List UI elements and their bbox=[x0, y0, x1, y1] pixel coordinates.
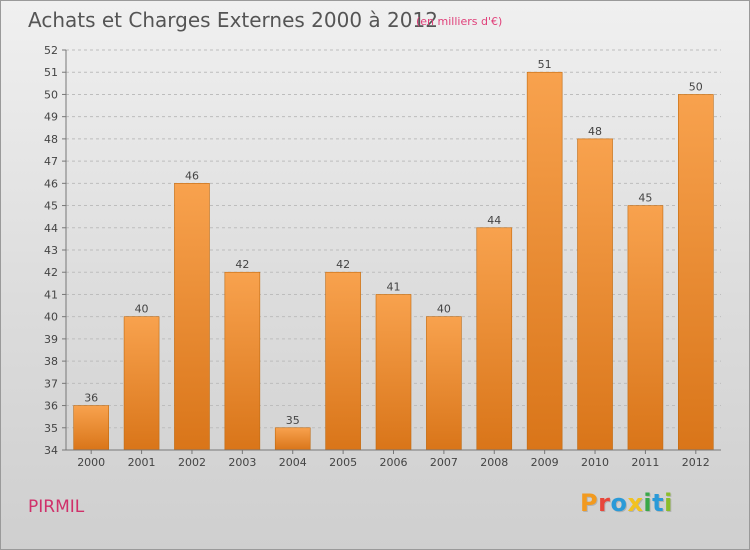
y-tick-label: 49 bbox=[44, 111, 58, 124]
data-label: 42 bbox=[336, 258, 350, 271]
x-tick-label: 2000 bbox=[77, 456, 105, 469]
data-label: 45 bbox=[638, 192, 652, 205]
y-tick-label: 48 bbox=[44, 133, 58, 146]
bar bbox=[476, 227, 513, 451]
data-label: 36 bbox=[84, 392, 98, 405]
bar bbox=[274, 427, 311, 451]
y-tick-label: 35 bbox=[44, 422, 58, 435]
y-tick-label: 40 bbox=[44, 311, 58, 324]
data-label: 35 bbox=[286, 414, 300, 427]
y-tick-label: 47 bbox=[44, 155, 58, 168]
bar bbox=[224, 271, 261, 451]
y-tick-label: 39 bbox=[44, 333, 58, 346]
data-label: 50 bbox=[689, 80, 703, 93]
bar bbox=[375, 294, 412, 451]
bar bbox=[577, 138, 613, 451]
bar bbox=[123, 316, 160, 451]
x-tick-label: 2002 bbox=[178, 456, 206, 469]
data-label: 48 bbox=[588, 125, 602, 138]
logo-letter: o bbox=[610, 489, 628, 517]
y-tick-label: 41 bbox=[44, 288, 58, 301]
data-label: 51 bbox=[538, 58, 552, 71]
x-tick-label: 2008 bbox=[480, 456, 508, 469]
x-axis: 2000 2001 2002 2003 2004 2005 2006 2007 2008 2009… bbox=[66, 449, 721, 469]
y-tick-label: 34 bbox=[44, 444, 58, 457]
bar bbox=[174, 183, 210, 451]
y-axis: 34 35 36 37 38 39 40 41 42 43 44 45 46 47 48 49 50 51 52 bbox=[44, 44, 67, 457]
y-tick-label: 38 bbox=[44, 355, 58, 368]
bar bbox=[325, 271, 361, 451]
x-tick-label: 2012 bbox=[682, 456, 710, 469]
y-tick-label: 52 bbox=[44, 44, 58, 57]
logo-letter: x bbox=[627, 489, 644, 517]
x-tick-label: 2009 bbox=[531, 456, 559, 469]
y-tick-label: 45 bbox=[44, 200, 58, 213]
x-tick-label: 2010 bbox=[581, 456, 609, 469]
y-tick-label: 43 bbox=[44, 244, 58, 257]
commune-name: PIRMIL bbox=[28, 497, 85, 517]
data-label: 44 bbox=[487, 214, 501, 227]
x-tick-label: 2005 bbox=[329, 456, 357, 469]
y-tick-label: 51 bbox=[44, 66, 58, 79]
y-tick-label: 44 bbox=[44, 222, 58, 235]
x-tick-label: 2004 bbox=[279, 456, 307, 469]
logo-letter: r bbox=[598, 489, 611, 517]
data-label: 42 bbox=[235, 258, 249, 271]
logo-letter: i bbox=[664, 489, 673, 517]
bars: 36 40 46 42 35 42 41 40 44 51 48 45 50 bbox=[73, 58, 714, 451]
bar bbox=[627, 205, 664, 451]
bar bbox=[73, 405, 109, 451]
chart-subtitle: (en milliers d'€) bbox=[416, 15, 503, 28]
y-tick-label: 46 bbox=[44, 177, 58, 190]
y-tick-label: 36 bbox=[44, 400, 58, 413]
x-tick-label: 2003 bbox=[228, 456, 256, 469]
logo-letter: t bbox=[652, 489, 665, 517]
data-label: 40 bbox=[135, 303, 149, 316]
x-tick-label: 2011 bbox=[631, 456, 659, 469]
data-label: 46 bbox=[185, 169, 199, 182]
y-tick-label: 50 bbox=[44, 88, 58, 101]
bar bbox=[526, 71, 563, 451]
y-tick-label: 42 bbox=[44, 266, 58, 279]
x-tick-label: 2001 bbox=[128, 456, 156, 469]
x-tick-label: 2006 bbox=[380, 456, 408, 469]
bar bbox=[678, 94, 714, 451]
logo-letter: P bbox=[580, 489, 599, 517]
data-label: 41 bbox=[387, 280, 401, 293]
proxiti-logo[interactable]: Proxiti bbox=[580, 489, 673, 517]
y-tick-label: 37 bbox=[44, 377, 58, 390]
data-label: 40 bbox=[437, 303, 451, 316]
x-tick-label: 2007 bbox=[430, 456, 458, 469]
logo-letter: i bbox=[643, 489, 653, 517]
chart-title: Achats et Charges Externes 2000 à 2012 bbox=[28, 8, 438, 32]
bar bbox=[426, 316, 462, 451]
